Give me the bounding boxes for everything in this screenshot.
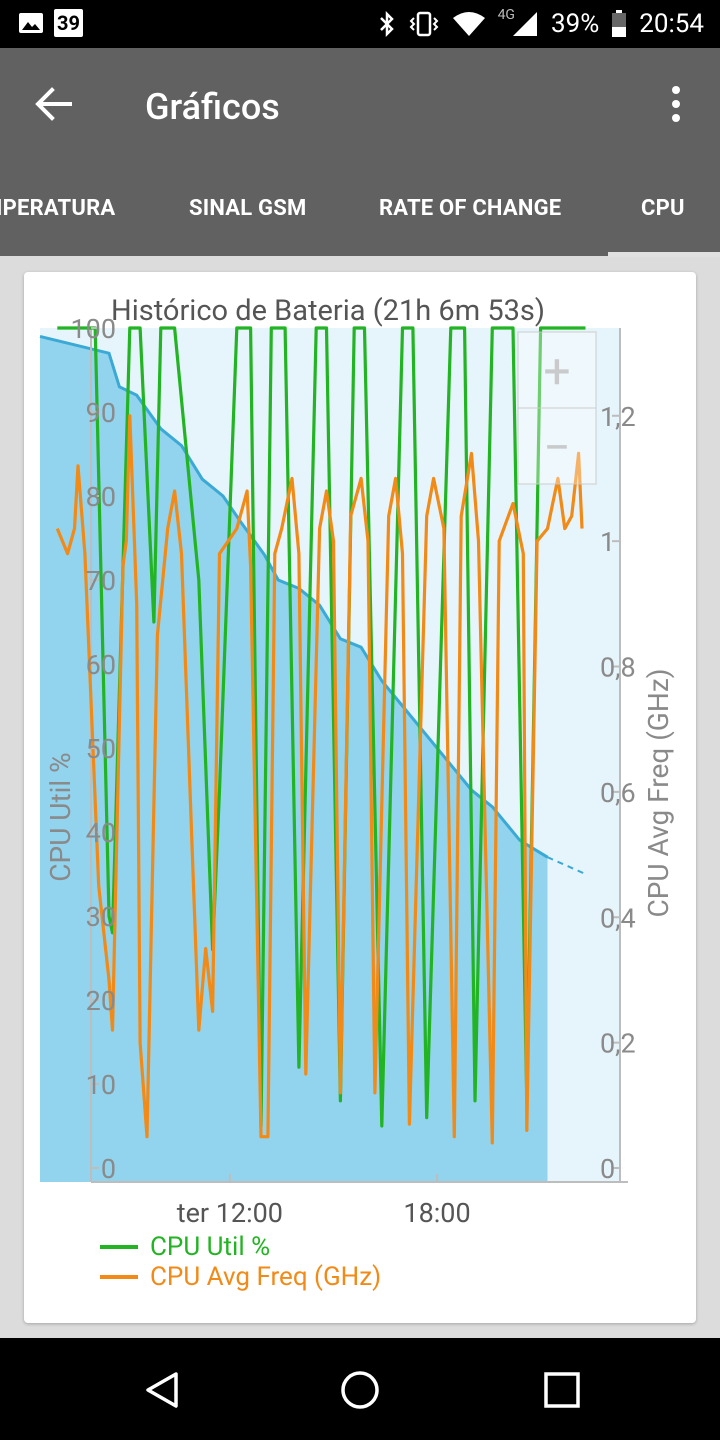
network-type: 4G <box>497 7 515 23</box>
image-icon <box>19 13 43 33</box>
zoom-in-button[interactable]: + <box>543 343 570 400</box>
zoom-out-button[interactable]: − <box>543 419 570 476</box>
y-tick-label-left: 40 <box>86 817 116 849</box>
legend-item-cpu-util: CPU Util % <box>100 1232 381 1262</box>
tab-sinal-gsm[interactable]: SINAL GSM <box>189 196 307 221</box>
wifi-icon <box>452 12 485 36</box>
signal-icon <box>512 12 537 36</box>
x-tick-label: 18:00 <box>403 1197 470 1229</box>
tab-rate-of-change[interactable]: RATE OF CHANGE <box>379 196 562 221</box>
battery-icon <box>612 10 627 37</box>
tab-cpu[interactable]: CPU <box>641 196 685 221</box>
more-vert-icon[interactable] <box>664 84 688 124</box>
y-tick-label-right: 0,6 <box>600 777 636 809</box>
y-tick-label-left: 100 <box>70 313 116 345</box>
clock: 20:54 <box>639 9 704 39</box>
y-tick-label-left: 70 <box>86 565 116 597</box>
y-tick-label-left: 20 <box>86 985 116 1017</box>
chart-grid <box>90 328 628 1183</box>
y-tick-label-left: 90 <box>86 397 116 429</box>
tab-indicator <box>608 252 720 257</box>
legend-swatch-cpu-freq <box>100 1275 138 1279</box>
y-tick-label-left: 50 <box>86 733 116 765</box>
battery-projection-line <box>547 856 586 875</box>
zoom-controls: +− <box>517 331 597 485</box>
y-tick-label-right: 0,2 <box>600 1028 636 1060</box>
battery-percent: 39% <box>550 9 600 39</box>
series-cpu-util <box>57 326 586 1128</box>
chart-ticks: 0 10 20 30 40 50 60 70 80 90 100 0 0,2 0,4 0,6 0,8 1 1,2 t… <box>70 313 635 1229</box>
chart-series <box>55 326 586 1145</box>
tab-temperatura[interactable]: IPERATURA <box>0 196 116 221</box>
y-tick-label-left: 60 <box>86 649 116 681</box>
status-bar: 39 4G 39% 20:54 <box>0 0 720 48</box>
page-title: Gráficos <box>145 86 280 128</box>
arrow-left-icon[interactable] <box>34 84 74 124</box>
bluetooth-icon <box>379 10 394 38</box>
legend-label-cpu-util: CPU Util % <box>150 1232 271 1262</box>
legend-swatch-cpu-util <box>100 1245 138 1249</box>
y-axis-label-right: CPU Avg Freq (GHz) <box>642 669 675 918</box>
y-axis-label-left: CPU Util % <box>44 752 77 881</box>
recents-nav-icon[interactable] <box>540 1368 584 1412</box>
y-tick-label-right: 1 <box>600 526 615 558</box>
series-cpu-freq <box>55 414 584 1145</box>
navigation-bar <box>0 1338 720 1440</box>
app-bar: Gráficos <box>0 48 720 160</box>
y-tick-label-left: 0 <box>101 1153 116 1185</box>
back-nav-icon[interactable] <box>140 1368 184 1412</box>
legend-item-cpu-freq: CPU Avg Freq (GHz) <box>100 1262 381 1292</box>
y-tick-label-right: 0,4 <box>600 902 636 934</box>
tab-bar: IPERATURA SINAL GSM RATE OF CHANGE CPU <box>0 160 720 256</box>
chart-legend: CPU Util % CPU Avg Freq (GHz) <box>100 1232 381 1292</box>
y-tick-label-right: 1,2 <box>600 401 636 433</box>
notification-count: 39 <box>54 9 83 37</box>
chart-title: Histórico de Bateria (21h 6m 53s) <box>111 294 545 328</box>
home-nav-icon[interactable] <box>338 1368 382 1412</box>
battery-history-chart[interactable]: 0 10 20 30 40 50 60 70 80 90 100 0 0,2 0,4 0,6 0,8 1 1,2 t… <box>24 272 696 1323</box>
y-tick-label-right: 0,8 <box>600 652 636 684</box>
y-tick-label-left: 30 <box>86 901 116 933</box>
y-tick-label-left: 10 <box>86 1069 116 1101</box>
legend-label-cpu-freq: CPU Avg Freq (GHz) <box>150 1262 382 1292</box>
y-tick-label-right: 0 <box>600 1153 615 1185</box>
vibrate-icon <box>409 11 438 37</box>
y-tick-label-left: 80 <box>86 481 116 513</box>
x-tick-label: ter 12:00 <box>177 1197 283 1229</box>
